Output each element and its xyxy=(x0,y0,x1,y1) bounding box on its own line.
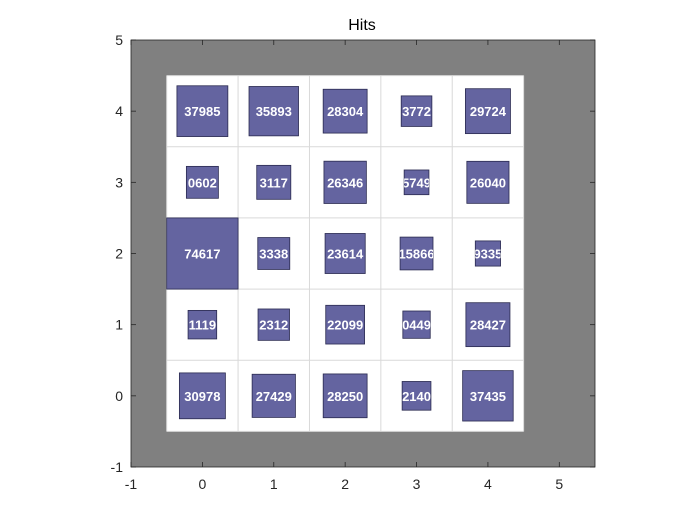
hit-cell: 37985 xyxy=(176,85,229,137)
hit-cell: 15866 xyxy=(398,236,434,271)
chart-title: Hits xyxy=(348,17,376,34)
hit-square xyxy=(466,160,510,204)
hit-cell: 23614 xyxy=(324,233,366,274)
hit-square xyxy=(166,217,239,290)
hit-label: 0602 xyxy=(188,175,217,190)
hit-cell: 26040 xyxy=(466,160,510,204)
hit-cell: 3338 xyxy=(257,237,291,270)
y-tick-label: 5 xyxy=(115,32,123,48)
hit-square xyxy=(322,88,368,134)
hit-label: 30978 xyxy=(184,389,220,404)
hit-cell: 22099 xyxy=(325,304,365,345)
hit-cell: 5749 xyxy=(402,169,431,196)
x-tick-label: -1 xyxy=(125,476,138,492)
hit-cell: 74617 xyxy=(166,217,239,290)
hit-cell: 28304 xyxy=(322,88,368,134)
axes: -1 0 1 2 3 4 5 -1 0 1 2 3 4 5 xyxy=(111,32,596,492)
hit-cell: 0449 xyxy=(402,310,431,339)
hit-square xyxy=(464,88,511,135)
hit-cell: 37435 xyxy=(462,370,514,422)
hit-cell: 29724 xyxy=(464,88,511,135)
hit-label: 23614 xyxy=(327,247,364,262)
hit-square xyxy=(474,240,501,267)
hit-cell: 27429 xyxy=(251,373,296,418)
hit-cell: 35893 xyxy=(248,86,299,137)
hit-label: 28250 xyxy=(327,389,363,404)
x-tick-label: 3 xyxy=(413,476,421,492)
hit-cell: 9335 xyxy=(473,240,502,267)
hit-cell: 28427 xyxy=(465,302,511,348)
hit-cell: 1119 xyxy=(187,309,218,340)
y-tick-label: 1 xyxy=(115,317,123,333)
hit-cell: 2140 xyxy=(401,381,432,411)
x-tick-label: 1 xyxy=(270,476,278,492)
hit-square xyxy=(248,86,299,137)
hit-square xyxy=(325,304,365,345)
x-tick-label: 4 xyxy=(484,476,492,492)
grid-lines xyxy=(166,75,525,432)
hit-square xyxy=(400,95,433,127)
hit-cell: 3117 xyxy=(256,164,292,200)
hit-label: 28304 xyxy=(327,104,364,119)
hit-cell: 2312 xyxy=(257,308,290,341)
hit-square xyxy=(399,236,434,271)
hit-label: 26346 xyxy=(327,175,363,190)
hit-label: 28427 xyxy=(470,318,506,333)
hit-square xyxy=(323,160,367,204)
y-tick-label: -1 xyxy=(111,459,124,475)
hit-square xyxy=(176,85,229,137)
hit-cell: 28250 xyxy=(322,373,368,419)
hit-label: 29724 xyxy=(470,104,507,119)
hit-label: 3338 xyxy=(259,247,288,262)
hit-square xyxy=(187,309,218,340)
hit-label: 74617 xyxy=(184,247,220,262)
hit-square xyxy=(462,370,514,422)
hit-label: 3117 xyxy=(260,175,288,190)
x-tick-label: 0 xyxy=(198,476,206,492)
hit-square xyxy=(322,373,368,419)
y-tick-label: 3 xyxy=(115,174,123,190)
y-tick-label: 0 xyxy=(115,388,123,404)
hit-square xyxy=(402,310,431,339)
hit-label: 15866 xyxy=(398,247,434,262)
hit-label: 0449 xyxy=(402,318,431,333)
hit-square xyxy=(257,308,290,341)
hit-square xyxy=(403,169,430,196)
x-tick-label: 5 xyxy=(555,476,563,492)
hit-square xyxy=(178,372,226,420)
hit-label: 2140 xyxy=(402,389,431,404)
hit-square xyxy=(251,373,296,418)
hit-label: 26040 xyxy=(470,175,506,190)
hit-label: 37435 xyxy=(470,389,506,404)
hit-cell: 0602 xyxy=(185,165,219,199)
x-tick-label: 2 xyxy=(341,476,349,492)
hit-label: 37985 xyxy=(184,104,220,119)
hit-square xyxy=(401,381,432,411)
hit-label: 3772 xyxy=(402,104,431,119)
hit-cell: 26346 xyxy=(323,160,367,204)
hit-square xyxy=(256,164,292,200)
hit-label: 2312 xyxy=(259,318,288,333)
hit-cell: 30978 xyxy=(178,372,226,420)
hit-label: 27429 xyxy=(256,389,292,404)
hit-square xyxy=(465,302,511,348)
hit-cells: 37985 35893 28304 3772 29724 0602 3117 26346 574… xyxy=(166,85,514,422)
hit-label: 9335 xyxy=(473,247,502,262)
hit-label: 22099 xyxy=(327,318,363,333)
hit-cell: 3772 xyxy=(400,95,433,127)
y-tick-label: 2 xyxy=(115,246,123,262)
hit-square xyxy=(185,165,219,199)
hit-label: 1119 xyxy=(189,318,217,333)
y-tick-label: 4 xyxy=(115,103,123,119)
hit-square xyxy=(324,233,366,274)
hit-square xyxy=(257,237,291,270)
hit-label: 35893 xyxy=(256,104,292,119)
hit-label: 5749 xyxy=(402,175,431,190)
